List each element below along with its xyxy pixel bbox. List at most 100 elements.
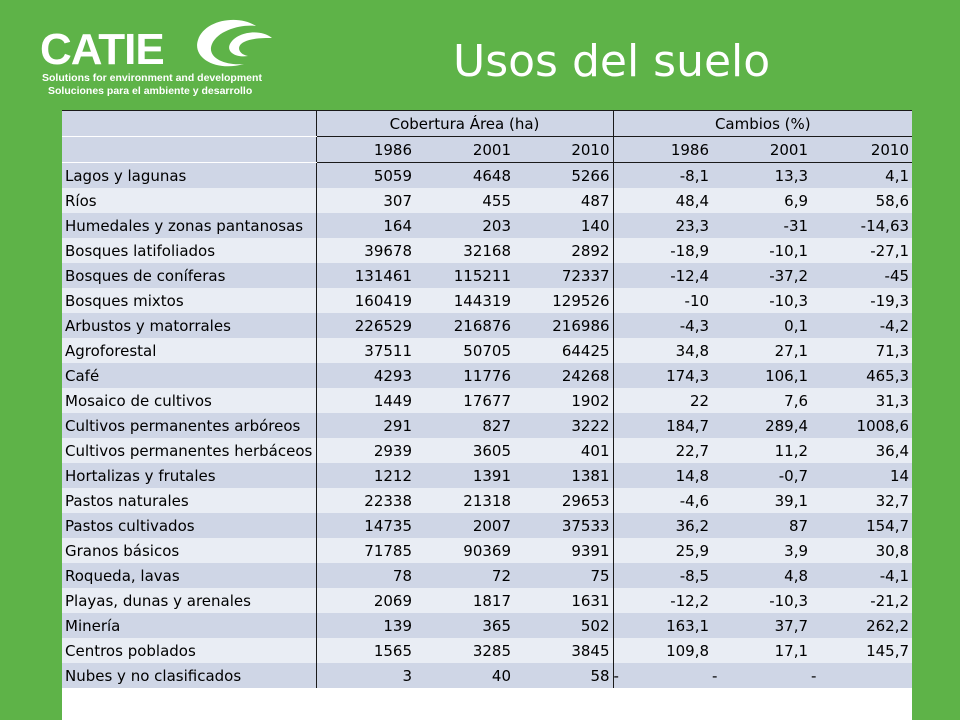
change-value-cell: 1008,6 xyxy=(811,413,912,438)
area-value-cell: 9391 xyxy=(514,538,614,563)
change-value-cell: 184,7 xyxy=(613,413,713,438)
land-use-name: Centros poblados xyxy=(62,638,317,663)
change-value-cell: 36,2 xyxy=(613,513,713,538)
table-row: Playas, dunas y arenales 2069 1817 1631 -12,… xyxy=(62,588,912,613)
change-value-cell: - xyxy=(811,663,912,688)
change-value-cell: -8,5 xyxy=(613,563,713,588)
change-value-cell: 48,4 xyxy=(613,188,713,213)
land-use-name: Hortalizas y frutales xyxy=(62,463,317,488)
change-value-cell: 0,1 xyxy=(712,313,812,338)
land-use-name: Roqueda, lavas xyxy=(62,563,317,588)
land-use-name: Pastos naturales xyxy=(62,488,317,513)
table-row: Café 4293 11776 24268 174,3 106,1 465,3 xyxy=(62,363,912,388)
header-cobertura: Cobertura Área (ha) xyxy=(316,110,614,137)
table-group-header-row: Cobertura Área (ha) Cambios (%) xyxy=(62,110,912,137)
area-value-cell: 2007 xyxy=(415,513,514,538)
area-value-cell: 226529 xyxy=(316,313,415,338)
table-row: Pastos naturales 22338 21318 29653 -4,6 39,1 3… xyxy=(62,488,912,513)
area-value-cell: 24268 xyxy=(514,363,614,388)
change-value-cell: -10,3 xyxy=(712,288,812,313)
change-value-cell: 14 xyxy=(811,463,912,488)
land-use-table: Cobertura Área (ha) Cambios (%) 1986 200… xyxy=(62,110,912,688)
area-value-cell: 216986 xyxy=(514,313,614,338)
land-use-name: Playas, dunas y arenales xyxy=(62,588,317,613)
change-value-cell: -21,2 xyxy=(811,588,912,613)
change-value-cell: 25,9 xyxy=(613,538,713,563)
area-value-cell: 71785 xyxy=(316,538,415,563)
area-value-cell: 64425 xyxy=(514,338,614,363)
change-value-cell: -14,63 xyxy=(811,213,912,238)
change-value-cell: -10,3 xyxy=(712,588,812,613)
land-use-name: Cultivos permanentes herbáceos xyxy=(62,438,317,463)
table-row: Bosques latifoliados 39678 32168 2892 -18,9-… xyxy=(62,238,912,263)
land-use-name: Ríos xyxy=(62,188,317,213)
change-value-cell: 13,3 xyxy=(712,162,812,188)
area-value-cell: 72337 xyxy=(514,263,614,288)
change-value-cell: 6,9 xyxy=(712,188,812,213)
land-use-name: Nubes y no clasificados xyxy=(62,663,317,688)
change-value-cell: 14,8 xyxy=(613,463,713,488)
area-value-cell: 21318 xyxy=(415,488,514,513)
change-value-cell: -27,1 xyxy=(811,238,912,263)
change-value-cell: -12,4 xyxy=(613,263,713,288)
area-value-cell: 1381 xyxy=(514,463,614,488)
change-value-cell: 262,2 xyxy=(811,613,912,638)
change-value-cell: 39,1 xyxy=(712,488,812,513)
table-row: Pastos cultivados 14735 2007 37533 36,2 87 154… xyxy=(62,513,912,538)
table-row: Ríos 307 455 487 48,4 6,9 58,6 xyxy=(62,188,912,213)
area-value-cell: 39678 xyxy=(316,238,415,263)
change-value-cell: 17,1 xyxy=(712,638,812,663)
land-use-name: Bosques de coníferas xyxy=(62,263,317,288)
change-value-cell: 106,1 xyxy=(712,363,812,388)
change-value-cell: 289,4 xyxy=(712,413,812,438)
change-value-cell: -12,2 xyxy=(613,588,713,613)
change-value-cell: 23,3 xyxy=(613,213,713,238)
change-value-cell: 87 xyxy=(712,513,812,538)
area-value-cell: 129526 xyxy=(514,288,614,313)
change-value-cell: 31,3 xyxy=(811,388,912,413)
area-value-cell: 37533 xyxy=(514,513,614,538)
land-use-name: Arbustos y matorrales xyxy=(62,313,317,338)
area-value-cell: 401 xyxy=(514,438,614,463)
change-value-cell: -31 xyxy=(712,213,812,238)
header-blank-cell xyxy=(62,136,317,163)
logo-tagline-en: Solutions for environment and developmen… xyxy=(42,72,262,84)
area-value-cell: 32168 xyxy=(415,238,514,263)
logo-tagline-es: Soluciones para el ambiente y desarrollo xyxy=(48,85,253,97)
area-value-cell: 1631 xyxy=(514,588,614,613)
area-value-cell: 2939 xyxy=(316,438,415,463)
area-value-cell: 4648 xyxy=(415,162,514,188)
change-value-cell: -4,1 xyxy=(811,563,912,588)
change-value-cell: -10,1 xyxy=(712,238,812,263)
land-use-table-container: Cobertura Área (ha) Cambios (%) 1986 200… xyxy=(62,110,912,720)
land-use-name: Cultivos permanentes arbóreos xyxy=(62,413,317,438)
area-value-cell: 29653 xyxy=(514,488,614,513)
header-year: 1986 xyxy=(316,136,415,163)
change-value-cell: 4,1 xyxy=(811,162,912,188)
area-value-cell: 75 xyxy=(514,563,614,588)
area-value-cell: 5266 xyxy=(514,162,614,188)
slide-title: Usos del suelo xyxy=(453,36,771,87)
change-value-cell: -18,9 xyxy=(613,238,713,263)
area-value-cell: 1817 xyxy=(415,588,514,613)
area-value-cell: 4293 xyxy=(316,363,415,388)
table-row: Nubes y no clasificados 3 40 58- - - xyxy=(62,663,912,688)
change-value-cell: 109,8 xyxy=(613,638,713,663)
change-value-cell: 174,3 xyxy=(613,363,713,388)
change-value-cell: -37,2 xyxy=(712,263,812,288)
area-value-cell: 1391 xyxy=(415,463,514,488)
area-value-cell: 164 xyxy=(316,213,415,238)
change-value-cell: -4,3 xyxy=(613,313,713,338)
change-value-cell: 154,7 xyxy=(811,513,912,538)
land-use-name: Pastos cultivados xyxy=(62,513,317,538)
area-value-cell: 131461 xyxy=(316,263,415,288)
area-value-cell: 2892 xyxy=(514,238,614,263)
area-value-cell: 1212 xyxy=(316,463,415,488)
area-value-cell: 502 xyxy=(514,613,614,638)
change-value-cell: 163,1 xyxy=(613,613,713,638)
table-row: Centros poblados 1565 3285 3845 109,8 17,1 145… xyxy=(62,638,912,663)
area-value-cell: 22338 xyxy=(316,488,415,513)
change-value-cell: 7,6 xyxy=(712,388,812,413)
area-value-cell: 3845 xyxy=(514,638,614,663)
table-row: Granos básicos 71785 90369 9391 25,9 3,9 30,8 xyxy=(62,538,912,563)
